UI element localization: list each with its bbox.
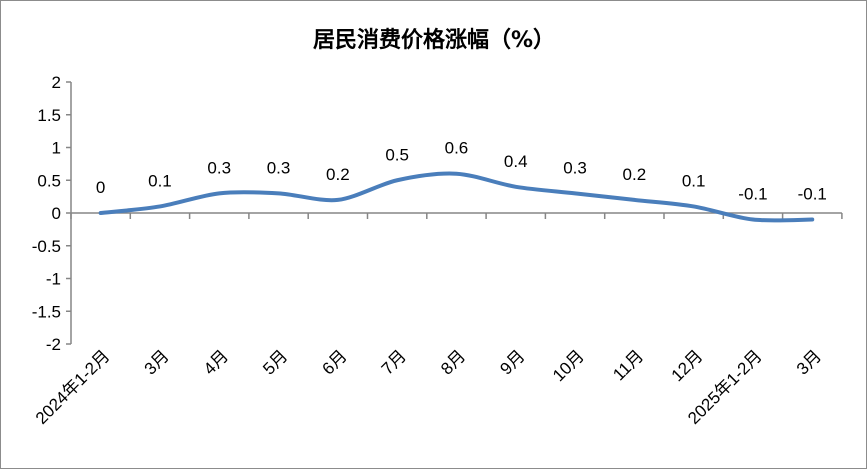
y-tick-label: 1.5 (37, 106, 61, 125)
data-label: 0.5 (385, 145, 409, 164)
x-tick-label: 4月 (200, 346, 232, 378)
data-label: 0.4 (504, 152, 528, 171)
data-label: 0.3 (563, 158, 587, 177)
data-label: 0.1 (682, 171, 706, 190)
y-tick-label: 2 (52, 73, 61, 92)
x-tick-label: 10月 (549, 346, 588, 385)
y-tick-label: -1.5 (32, 302, 61, 321)
x-tick-label: 3月 (141, 346, 173, 378)
chart-title: 居民消费价格涨幅（%） (313, 27, 555, 53)
data-label: 0.2 (326, 165, 350, 184)
data-label: 0.3 (207, 158, 231, 177)
x-tick-label: 12月 (668, 346, 707, 385)
x-tick-label: 2024年1-2月 (32, 346, 114, 428)
y-tick-label: 0.5 (37, 171, 61, 190)
x-tick-label: 5月 (259, 346, 291, 378)
x-tick-label: 11月 (609, 346, 647, 384)
y-tick-label: -1 (46, 270, 61, 289)
y-tick-label: -2 (46, 335, 61, 354)
data-label: 0.6 (445, 139, 469, 158)
x-tick-label: 9月 (496, 346, 528, 378)
data-label: -0.1 (798, 185, 827, 204)
x-tick-label: 3月 (793, 346, 825, 378)
data-label: 0.3 (267, 158, 291, 177)
x-tick-label: 8月 (437, 346, 469, 378)
data-label: -0.1 (738, 185, 767, 204)
x-tick-label: 6月 (319, 346, 351, 378)
data-label: 0.1 (148, 171, 172, 190)
y-tick-label: -0.5 (32, 237, 61, 256)
x-tick-label: 7月 (378, 346, 410, 378)
data-label: 0.2 (623, 165, 647, 184)
y-tick-label: 0 (52, 204, 61, 223)
y-tick-label: 1 (52, 139, 61, 158)
data-label: 0 (96, 178, 105, 197)
